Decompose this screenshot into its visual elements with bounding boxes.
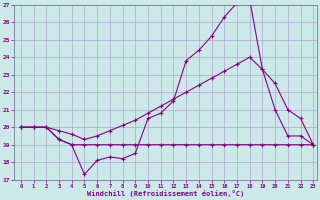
X-axis label: Windchill (Refroidissement éolien,°C): Windchill (Refroidissement éolien,°C) (87, 190, 244, 197)
